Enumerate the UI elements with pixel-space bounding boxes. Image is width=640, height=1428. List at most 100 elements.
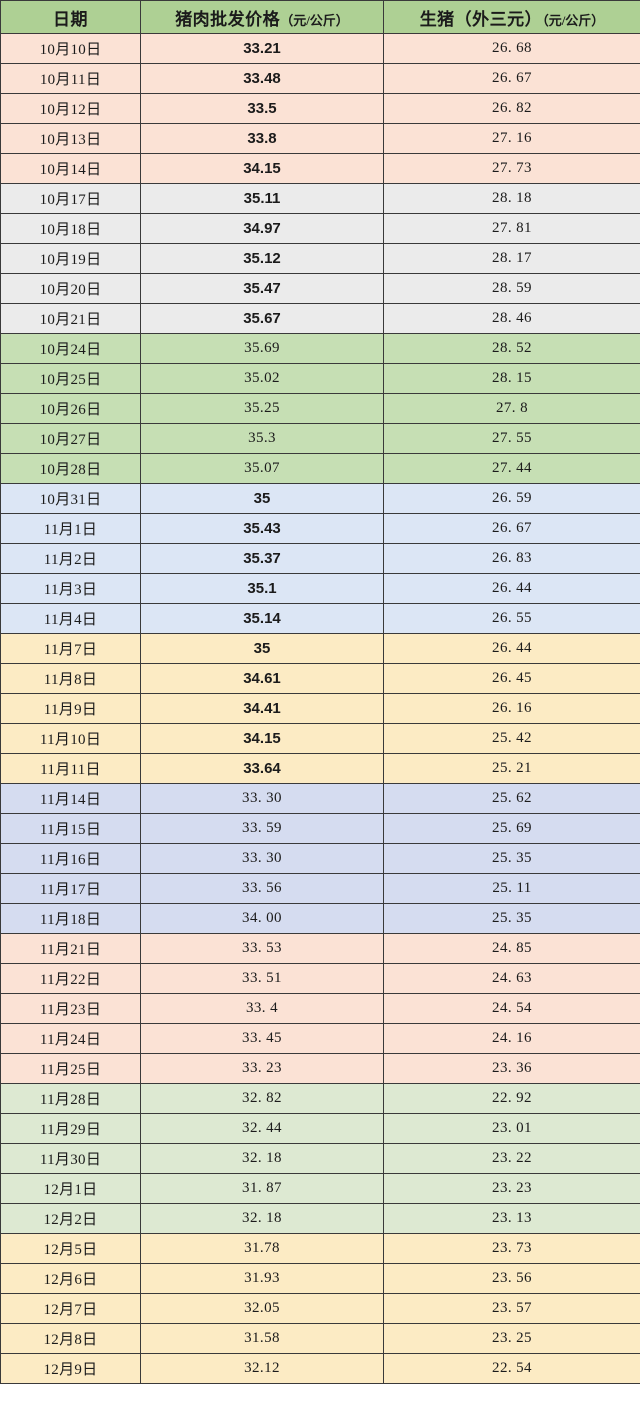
cell-pork-price: 34.41 xyxy=(140,693,384,724)
table-row: 11月14日 33. 30 25. 62 xyxy=(0,783,640,814)
column-header-date-label: 日期 xyxy=(53,9,88,29)
cell-date: 10月14日 xyxy=(0,153,141,184)
cell-date: 10月12日 xyxy=(0,93,141,124)
cell-date: 10月20日 xyxy=(0,273,141,304)
cell-date: 11月21日 xyxy=(0,933,141,964)
cell-hog-price: 27. 55 xyxy=(383,423,640,454)
cell-hog-price: 27. 16 xyxy=(383,123,640,154)
cell-date: 10月28日 xyxy=(0,453,141,484)
cell-date: 11月1日 xyxy=(0,513,141,544)
cell-date: 11月3日 xyxy=(0,573,141,604)
cell-hog-price: 28. 18 xyxy=(383,183,640,214)
cell-pork-price: 33. 56 xyxy=(140,873,384,904)
cell-pork-price: 35.02 xyxy=(140,363,384,394)
cell-pork-price: 35.43 xyxy=(140,513,384,544)
table-row: 10月26日 35.25 27. 8 xyxy=(0,393,640,424)
cell-hog-price: 23. 23 xyxy=(383,1173,640,1204)
cell-hog-price: 24. 63 xyxy=(383,963,640,994)
cell-pork-price: 32. 44 xyxy=(140,1113,384,1144)
cell-date: 11月7日 xyxy=(0,633,141,664)
table-row: 11月4日 35.14 26. 55 xyxy=(0,603,640,634)
table-row: 10月27日 35.3 27. 55 xyxy=(0,423,640,454)
cell-date: 11月16日 xyxy=(0,843,141,874)
cell-hog-price: 25. 35 xyxy=(383,903,640,934)
table-row: 10月21日 35.67 28. 46 xyxy=(0,303,640,334)
table-row: 10月18日 34.97 27. 81 xyxy=(0,213,640,244)
cell-date: 11月11日 xyxy=(0,753,141,784)
cell-hog-price: 25. 69 xyxy=(383,813,640,844)
cell-date: 10月24日 xyxy=(0,333,141,364)
cell-hog-price: 26. 67 xyxy=(383,513,640,544)
cell-hog-price: 26. 82 xyxy=(383,93,640,124)
table-row: 11月22日 33. 51 24. 63 xyxy=(0,963,640,994)
cell-pork-price: 33. 30 xyxy=(140,843,384,874)
cell-pork-price: 33.5 xyxy=(140,93,384,124)
cell-hog-price: 25. 11 xyxy=(383,873,640,904)
cell-date: 11月4日 xyxy=(0,603,141,634)
cell-hog-price: 28. 59 xyxy=(383,273,640,304)
cell-pork-price: 33.21 xyxy=(140,33,384,64)
cell-date: 11月9日 xyxy=(0,693,141,724)
cell-date: 12月9日 xyxy=(0,1353,141,1384)
table-row: 10月19日 35.12 28. 17 xyxy=(0,243,640,274)
cell-hog-price: 28. 15 xyxy=(383,363,640,394)
cell-pork-price: 35.47 xyxy=(140,273,384,304)
cell-hog-price: 26. 55 xyxy=(383,603,640,634)
cell-date: 10月13日 xyxy=(0,123,141,154)
cell-hog-price: 22. 54 xyxy=(383,1353,640,1384)
cell-pork-price: 32. 82 xyxy=(140,1083,384,1114)
cell-pork-price: 31.58 xyxy=(140,1323,384,1354)
cell-hog-price: 27. 73 xyxy=(383,153,640,184)
table-row: 12月5日 31.78 23. 73 xyxy=(0,1233,640,1264)
table-row: 11月3日 35.1 26. 44 xyxy=(0,573,640,604)
table-row: 10月31日 35 26. 59 xyxy=(0,483,640,514)
table-row: 11月10日 34.15 25. 42 xyxy=(0,723,640,754)
table-row: 11月7日 35 26. 44 xyxy=(0,633,640,664)
column-header-hog-price-label: 生猪（外三元） xyxy=(419,9,543,29)
table-row: 10月25日 35.02 28. 15 xyxy=(0,363,640,394)
cell-hog-price: 27. 44 xyxy=(383,453,640,484)
table-row: 10月12日 33.5 26. 82 xyxy=(0,93,640,124)
table-header: 日期 猪肉批发价格（元/公斤） 生猪（外三元）（元/公斤） xyxy=(0,0,640,34)
cell-hog-price: 26. 59 xyxy=(383,483,640,514)
cell-pork-price: 32.12 xyxy=(140,1353,384,1384)
price-table: 日期 猪肉批发价格（元/公斤） 生猪（外三元）（元/公斤） 10月10日 33.2… xyxy=(0,0,640,1384)
cell-pork-price: 35.37 xyxy=(140,543,384,574)
cell-date: 11月2日 xyxy=(0,543,141,574)
table-row: 10月20日 35.47 28. 59 xyxy=(0,273,640,304)
table-row: 11月16日 33. 30 25. 35 xyxy=(0,843,640,874)
cell-date: 11月10日 xyxy=(0,723,141,754)
cell-pork-price: 31.93 xyxy=(140,1263,384,1294)
table-row: 11月18日 34. 00 25. 35 xyxy=(0,903,640,934)
table-row: 11月25日 33. 23 23. 36 xyxy=(0,1053,640,1084)
cell-pork-price: 34. 00 xyxy=(140,903,384,934)
cell-pork-price: 33. 30 xyxy=(140,783,384,814)
cell-date: 10月10日 xyxy=(0,33,141,64)
cell-hog-price: 26. 67 xyxy=(383,63,640,94)
column-header-hog-price-unit: （元/公斤） xyxy=(542,12,605,28)
cell-pork-price: 32. 18 xyxy=(140,1203,384,1234)
cell-date: 11月28日 xyxy=(0,1083,141,1114)
cell-pork-price: 33.48 xyxy=(140,63,384,94)
table-row: 11月21日 33. 53 24. 85 xyxy=(0,933,640,964)
cell-date: 11月25日 xyxy=(0,1053,141,1084)
cell-date: 10月18日 xyxy=(0,213,141,244)
table-row: 10月13日 33.8 27. 16 xyxy=(0,123,640,154)
cell-hog-price: 24. 54 xyxy=(383,993,640,1024)
cell-pork-price: 33. 59 xyxy=(140,813,384,844)
cell-hog-price: 28. 17 xyxy=(383,243,640,274)
cell-pork-price: 33. 4 xyxy=(140,993,384,1024)
table-row: 11月15日 33. 59 25. 69 xyxy=(0,813,640,844)
cell-pork-price: 35.3 xyxy=(140,423,384,454)
cell-date: 12月6日 xyxy=(0,1263,141,1294)
cell-hog-price: 26. 44 xyxy=(383,633,640,664)
column-header-pork-price-unit: （元/公斤） xyxy=(280,12,349,28)
cell-pork-price: 32. 18 xyxy=(140,1143,384,1174)
cell-hog-price: 28. 46 xyxy=(383,303,640,334)
column-header-date: 日期 xyxy=(0,0,141,34)
cell-date: 12月1日 xyxy=(0,1173,141,1204)
cell-hog-price: 23. 22 xyxy=(383,1143,640,1174)
cell-hog-price: 23. 36 xyxy=(383,1053,640,1084)
cell-pork-price: 35.69 xyxy=(140,333,384,364)
cell-hog-price: 26. 16 xyxy=(383,693,640,724)
